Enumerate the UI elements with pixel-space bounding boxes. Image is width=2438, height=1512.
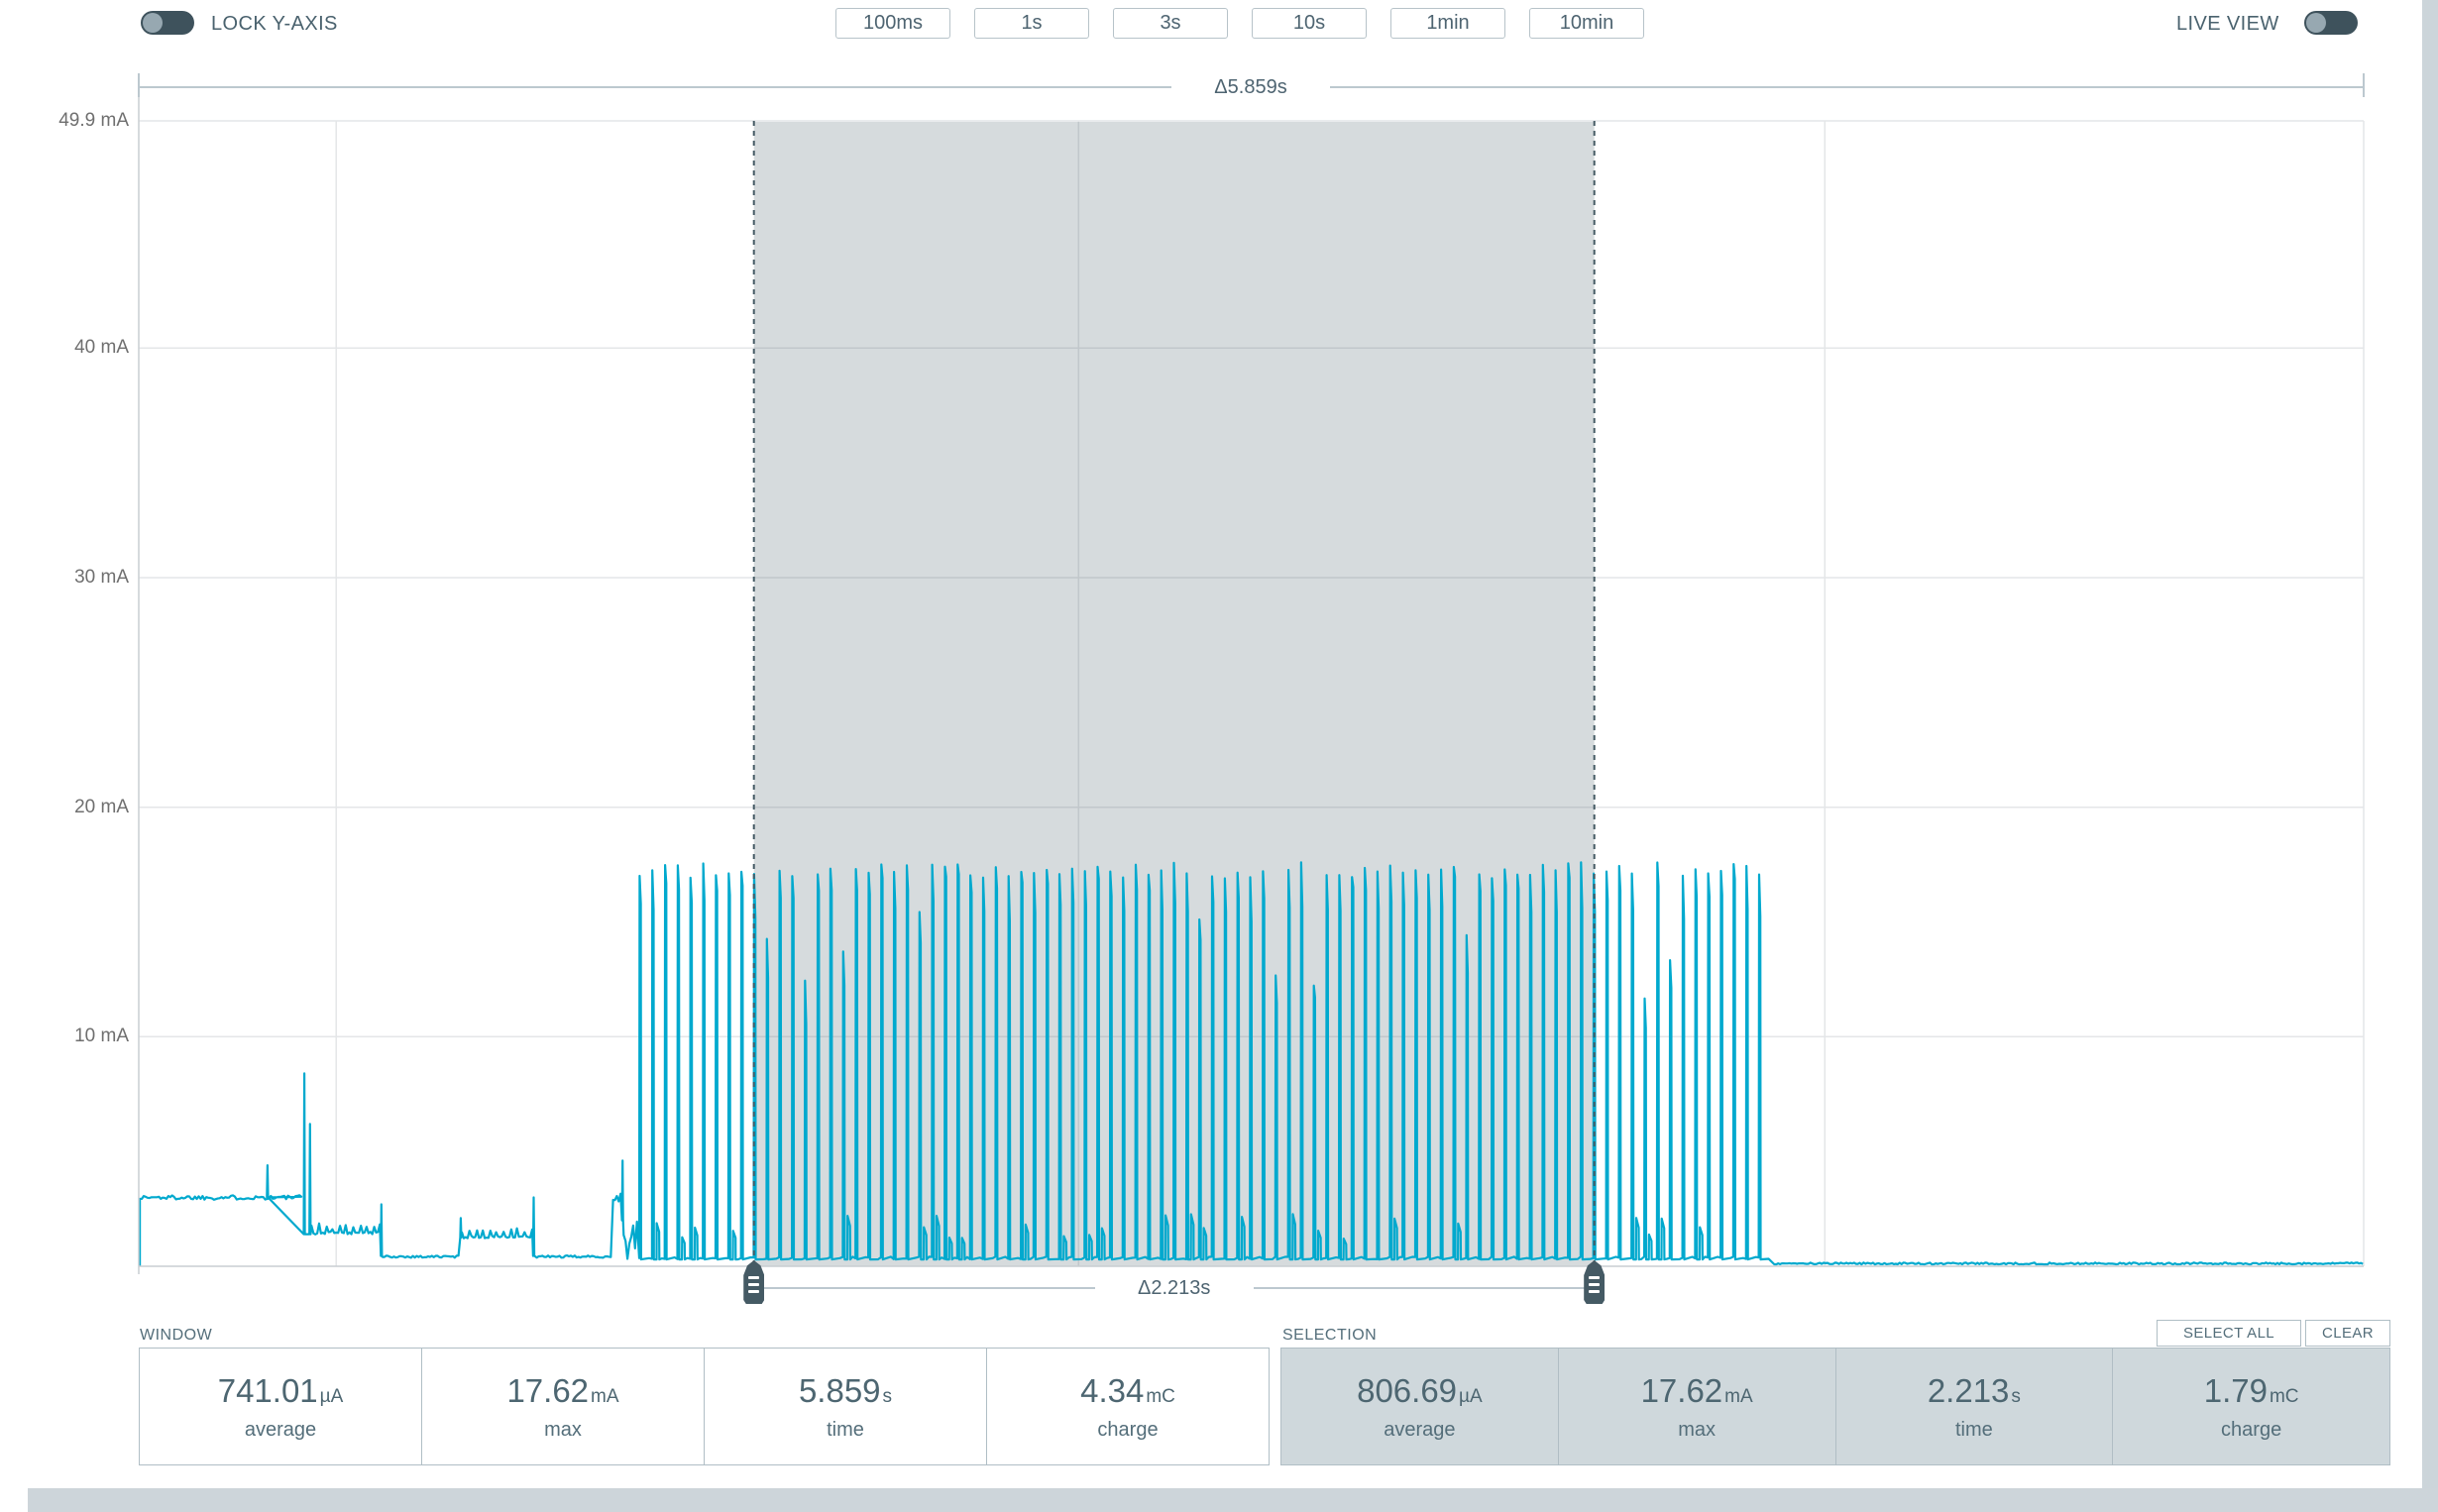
time-window-button-10s[interactable]: 10s <box>1252 8 1367 39</box>
time-window-button-1s[interactable]: 1s <box>974 8 1089 39</box>
selection-section-title: SELECTION <box>1282 1327 1378 1344</box>
y-axis-tick-label: 30 mA <box>74 567 129 588</box>
selection-handle-left[interactable] <box>743 1260 765 1304</box>
current-trace <box>139 861 2364 1266</box>
selection-handle-right[interactable] <box>1584 1260 1606 1304</box>
stat-unit: s <box>882 1385 893 1407</box>
vertical-scrollbar[interactable] <box>2422 0 2438 1512</box>
time-window-button-1min[interactable]: 1min <box>1390 8 1505 39</box>
window-duration-label: Δ5.859s <box>1171 74 1330 101</box>
stat-unit: s <box>2011 1385 2021 1407</box>
stat-label: average <box>1384 1418 1456 1441</box>
stat-unit: mA <box>591 1385 619 1407</box>
stat-value: 4.34 <box>1080 1371 1145 1409</box>
stat-cell-average: 741.01 µA average <box>140 1349 421 1464</box>
grip-lines-icon <box>1589 1276 1601 1279</box>
stat-value: 1.79 <box>2203 1371 2268 1409</box>
lock-y-axis-toggle[interactable] <box>141 11 194 35</box>
clear-button[interactable]: CLEAR <box>2305 1320 2390 1347</box>
grip-lines-icon <box>748 1290 760 1293</box>
horizontal-scrollbar[interactable] <box>28 1488 2438 1512</box>
grip-lines-icon <box>1589 1283 1601 1286</box>
stat-value: 17.62 <box>506 1371 590 1409</box>
stat-value: 806.69 <box>1357 1371 1458 1409</box>
stat-unit: mC <box>2269 1385 2299 1407</box>
window-section-title: WINDOW <box>140 1327 213 1344</box>
grip-lines-icon <box>1589 1290 1601 1293</box>
time-window-button-10min[interactable]: 10min <box>1529 8 1644 39</box>
stat-cell-time: 5.859 s time <box>704 1349 986 1464</box>
live-view-toggle[interactable] <box>2304 11 2358 35</box>
stat-value: 741.01 <box>217 1371 318 1409</box>
stat-unit: mC <box>1146 1385 1175 1407</box>
window-stats-panel: 741.01 µA average 17.62 mA max 5.859 s time 4.34 m… <box>139 1348 1270 1465</box>
stat-unit: mA <box>1724 1385 1753 1407</box>
toggle-knob-icon <box>143 13 163 33</box>
grip-lines-icon <box>748 1283 760 1286</box>
stat-value: 5.859 <box>798 1371 881 1409</box>
stat-label: time <box>1954 1418 1993 1441</box>
live-view-label: LIVE VIEW <box>2176 13 2279 35</box>
stat-cell-max: 17.62 mA max <box>421 1349 704 1464</box>
stat-label: charge <box>1097 1418 1159 1441</box>
stat-label: charge <box>2221 1418 2282 1441</box>
stat-cell-max: 17.62 mA max <box>1557 1349 1835 1464</box>
toggle-knob-icon <box>2306 13 2326 33</box>
stat-label: max <box>1678 1418 1717 1441</box>
y-axis-tick-label: 10 mA <box>74 1026 129 1047</box>
grip-lines-icon <box>748 1276 760 1279</box>
selection-duration-label: Δ2.213s <box>1094 1275 1254 1302</box>
lock-y-axis-label: LOCK Y-AXIS <box>211 13 338 35</box>
y-axis-tick-label: 20 mA <box>74 796 129 817</box>
stat-cell-charge: 1.79 mC charge <box>2112 1349 2389 1464</box>
stat-unit: µA <box>319 1385 344 1407</box>
stat-cell-charge: 4.34 mC charge <box>986 1349 1269 1464</box>
stat-label: time <box>827 1418 864 1441</box>
time-window-button-100ms[interactable]: 100ms <box>835 8 950 39</box>
selection-stats-panel: 806.69 µA average 17.62 mA max 2.213 s time 1.79 m… <box>1280 1348 2390 1465</box>
stat-value: 17.62 <box>1640 1371 1723 1409</box>
y-axis-tick-label: 49.9 mA <box>58 110 129 131</box>
stat-label: average <box>244 1418 317 1441</box>
stat-unit: µA <box>1459 1385 1483 1407</box>
select-all-button[interactable]: SELECT ALL <box>2157 1320 2301 1347</box>
stat-cell-time: 2.213 s time <box>1834 1349 2113 1464</box>
time-window-button-group: 100ms 1s 3s 10s 1min 10min <box>835 8 1644 39</box>
time-window-button-3s[interactable]: 3s <box>1113 8 1228 39</box>
stat-cell-average: 806.69 µA average <box>1281 1349 1558 1464</box>
stat-value: 2.213 <box>1927 1371 2010 1409</box>
stat-label: max <box>544 1418 582 1441</box>
y-axis-tick-label: 40 mA <box>74 337 129 359</box>
